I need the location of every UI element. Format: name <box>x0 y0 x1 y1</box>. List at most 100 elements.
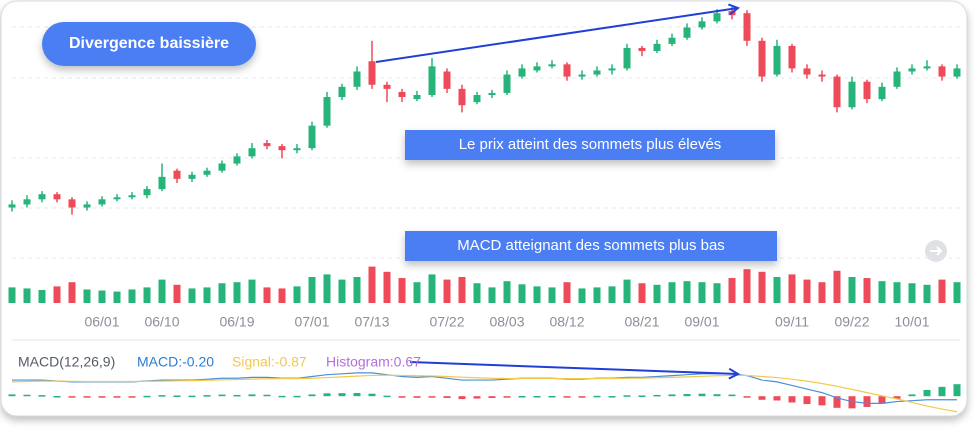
candle-body <box>953 68 961 77</box>
candle-body <box>278 146 286 151</box>
histogram-bar <box>578 396 586 398</box>
candle-body <box>728 11 736 16</box>
histogram-bar <box>608 396 616 398</box>
volume-bar <box>593 287 601 303</box>
histogram-bar <box>533 396 541 398</box>
volume-bar <box>578 288 586 303</box>
candle-body <box>803 68 811 75</box>
candle-body <box>713 13 721 22</box>
candle-body <box>773 45 781 75</box>
candle-body <box>263 143 271 147</box>
callout <box>405 130 775 160</box>
macd-legend: Signal:-0.87 <box>232 354 307 370</box>
histogram-bar <box>593 395 601 398</box>
histogram-bar <box>8 394 16 397</box>
candle-body <box>938 66 946 77</box>
volume-bar <box>353 277 361 303</box>
candle-body <box>428 66 436 95</box>
histogram-bar <box>68 396 76 398</box>
x-tick-label: 10/01 <box>894 314 929 330</box>
histogram-bar <box>308 394 316 397</box>
candle-body <box>503 74 511 93</box>
histogram-bar <box>128 396 136 398</box>
volume-bar <box>143 287 151 303</box>
histogram-bar <box>443 396 451 398</box>
volume-bar <box>188 288 196 303</box>
histogram-bar <box>878 396 886 404</box>
volume-bar <box>23 288 31 303</box>
histogram-bar <box>413 396 421 398</box>
callout-text: Le prix atteint des sommets plus élevés <box>459 136 722 153</box>
histogram-bar <box>518 396 526 398</box>
histogram-bar <box>683 394 691 397</box>
volume-bar <box>848 277 856 303</box>
histogram-bar <box>923 389 931 397</box>
candle-body <box>293 148 301 151</box>
histogram-bar <box>713 394 721 397</box>
volume-bar <box>458 277 466 303</box>
candle-body <box>578 74 586 77</box>
volume-bar <box>923 284 931 303</box>
volume-bar <box>68 282 76 303</box>
candle-body <box>533 66 541 71</box>
candle-body <box>68 199 76 208</box>
histogram-bar <box>908 394 916 397</box>
histogram-bar <box>248 394 256 397</box>
candle-body <box>923 66 931 69</box>
histogram-bar <box>338 393 346 397</box>
candle-body <box>83 204 91 208</box>
volume-bar <box>683 281 691 303</box>
candle-body <box>473 95 481 103</box>
histogram-bar <box>23 394 31 397</box>
scroll-icon[interactable] <box>925 240 947 262</box>
histogram-bar <box>428 396 436 398</box>
histogram-bar <box>638 395 646 397</box>
volume-bar <box>698 282 706 303</box>
volume-bar <box>263 287 271 303</box>
x-tick-label: 08/03 <box>489 314 524 330</box>
histogram-bar <box>353 392 361 397</box>
histogram-bar <box>83 396 91 398</box>
macd-line <box>12 372 957 404</box>
volume-bar <box>293 286 301 303</box>
candle-body <box>218 163 226 171</box>
volume-bar <box>173 284 181 303</box>
candle-body <box>548 64 556 67</box>
histogram-bar <box>488 396 496 398</box>
candle-body <box>158 176 166 190</box>
volume-bar <box>518 284 526 303</box>
histogram-bar <box>788 396 796 403</box>
histogram-bar <box>803 396 811 405</box>
volume-bar <box>563 282 571 303</box>
macd-legend: MACD(12,26,9) <box>18 354 115 370</box>
histogram-bar <box>548 396 556 398</box>
volume-bar <box>503 281 511 303</box>
volume-bar <box>533 286 541 303</box>
candle-body <box>893 71 901 87</box>
candle-body <box>653 43 661 52</box>
x-tick-label: 06/10 <box>144 314 179 330</box>
volume-bar <box>623 279 631 303</box>
volume-bar <box>803 279 811 303</box>
candle-body <box>23 199 31 205</box>
callout-text: MACD atteignant des sommets plus bas <box>457 237 725 254</box>
badge <box>42 22 256 66</box>
histogram-bar <box>863 396 871 407</box>
histogram-bar <box>233 394 241 397</box>
histogram-bar <box>278 395 286 398</box>
histogram-bar <box>503 396 511 398</box>
volume-bar <box>8 287 16 303</box>
candle-body <box>308 125 316 149</box>
x-tick-label: 09/01 <box>684 314 719 330</box>
histogram-bar <box>773 396 781 401</box>
x-tick-label: 08/12 <box>549 314 584 330</box>
volume-bar <box>773 277 781 303</box>
candle-body <box>203 170 211 175</box>
x-tick-label: 06/19 <box>219 314 254 330</box>
histogram-bar <box>653 394 661 397</box>
volume-bar <box>83 289 91 303</box>
candle-body <box>143 189 151 196</box>
volume-bar <box>368 266 376 303</box>
histogram-bar <box>188 395 196 398</box>
